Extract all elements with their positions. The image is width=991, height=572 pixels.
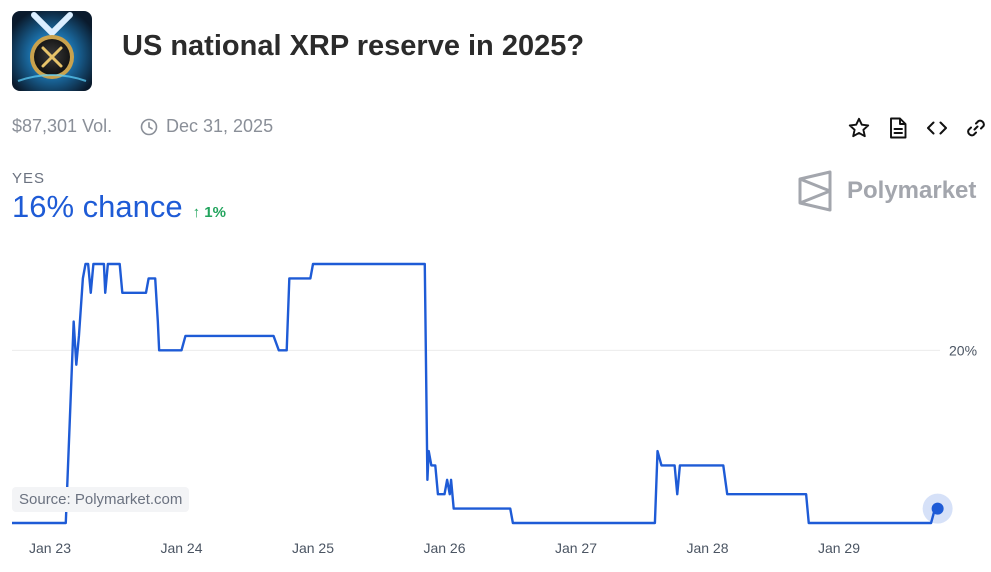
y-tick-label: 20% (949, 342, 977, 358)
star-button[interactable] (846, 115, 871, 140)
document-icon (889, 117, 906, 138)
end-date: Dec 31, 2025 (140, 116, 273, 137)
x-tick-label: Jan 28 (686, 540, 728, 556)
source-label: Source: Polymarket.com (12, 487, 190, 512)
x-tick-label: Jan 23 (29, 540, 71, 556)
polymarket-logo-icon (798, 170, 832, 212)
market-title: US national XRP reserve in 2025? (122, 30, 585, 62)
embed-button[interactable] (924, 115, 949, 140)
chance-delta-value: 1% (204, 204, 226, 221)
outcome-label: YES (12, 170, 46, 187)
current-point (931, 502, 944, 515)
volume-text: $87,301 Vol. (12, 116, 113, 136)
code-embed-icon (926, 121, 947, 134)
x-tick-label: Jan 27 (555, 540, 597, 556)
x-tick-label: Jan 25 (292, 540, 334, 556)
clock-icon (140, 118, 158, 135)
copy-link-button[interactable] (963, 115, 988, 140)
document-button[interactable] (885, 115, 910, 140)
brand-name: Polymarket (847, 177, 977, 204)
chance-value: 16% chance (12, 189, 183, 224)
star-icon (848, 117, 869, 137)
series-line (12, 262, 937, 525)
x-tick-label: Jan 24 (160, 540, 202, 556)
x-tick-label: Jan 26 (423, 540, 465, 556)
arrow-up-icon: ↑ (192, 204, 201, 221)
link-icon (966, 119, 985, 136)
chance-row: 16% chance ↑ 1% (12, 189, 226, 225)
chance-delta: ↑ 1% (193, 204, 226, 221)
market-actions (846, 115, 988, 140)
x-tick-label: Jan 29 (818, 540, 860, 556)
market-thumbnail (12, 11, 92, 91)
end-date-text: Dec 31, 2025 (166, 116, 274, 136)
polymarket-brand: Polymarket (797, 170, 976, 212)
xrp-coin-icon (12, 11, 92, 91)
